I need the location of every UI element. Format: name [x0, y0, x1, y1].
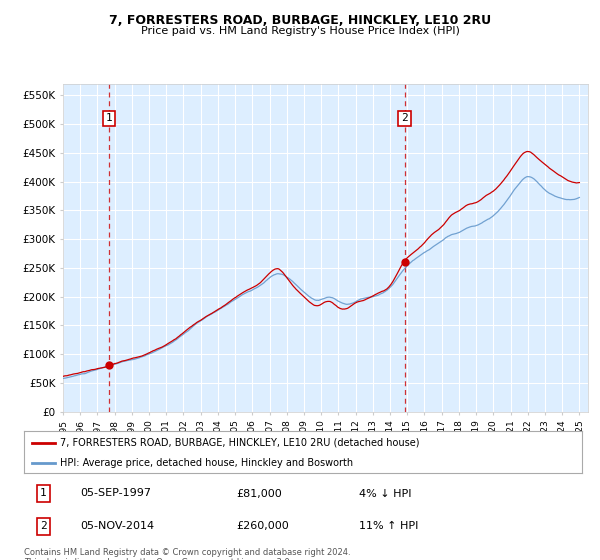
Text: 05-NOV-2014: 05-NOV-2014: [80, 521, 154, 531]
Text: 1: 1: [106, 114, 112, 124]
Text: 7, FORRESTERS ROAD, BURBAGE, HINCKLEY, LE10 2RU (detached house): 7, FORRESTERS ROAD, BURBAGE, HINCKLEY, L…: [60, 438, 420, 448]
Text: 11% ↑ HPI: 11% ↑ HPI: [359, 521, 418, 531]
Text: 05-SEP-1997: 05-SEP-1997: [80, 488, 151, 498]
Text: HPI: Average price, detached house, Hinckley and Bosworth: HPI: Average price, detached house, Hinc…: [60, 458, 353, 468]
Text: 7, FORRESTERS ROAD, BURBAGE, HINCKLEY, LE10 2RU: 7, FORRESTERS ROAD, BURBAGE, HINCKLEY, L…: [109, 14, 491, 27]
Text: £260,000: £260,000: [236, 521, 289, 531]
Text: 4% ↓ HPI: 4% ↓ HPI: [359, 488, 412, 498]
Text: £81,000: £81,000: [236, 488, 282, 498]
Text: 1: 1: [40, 488, 47, 498]
Text: 2: 2: [40, 521, 47, 531]
Text: Contains HM Land Registry data © Crown copyright and database right 2024.
This d: Contains HM Land Registry data © Crown c…: [24, 548, 350, 560]
Text: 2: 2: [401, 114, 408, 124]
Text: Price paid vs. HM Land Registry's House Price Index (HPI): Price paid vs. HM Land Registry's House …: [140, 26, 460, 36]
